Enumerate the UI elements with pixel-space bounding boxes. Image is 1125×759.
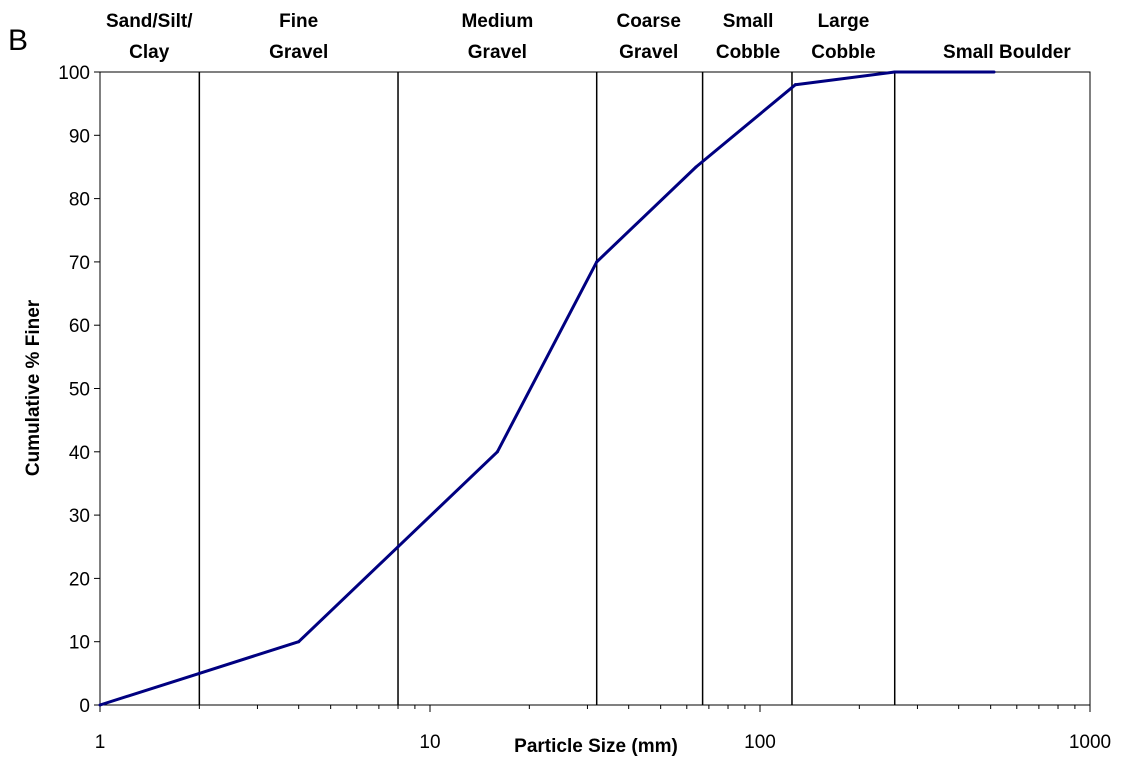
y-tick-label: 90: [69, 126, 90, 147]
y-tick-label: 50: [69, 380, 90, 401]
size-class-label: Small Boulder: [943, 42, 1071, 63]
size-class-label: Medium: [461, 11, 533, 32]
size-class-label: Cobble: [716, 42, 780, 63]
x-axis-title: Particle Size (mm): [514, 736, 678, 757]
x-tick-label: 1000: [1069, 732, 1111, 753]
panel-label: B: [8, 24, 28, 57]
size-class-label: Large: [818, 11, 870, 32]
size-class-label: Cobble: [811, 42, 875, 63]
plot-area: [99, 71, 1091, 706]
series-group: [98, 70, 996, 707]
y-tick-label: 80: [69, 190, 90, 211]
x-axis-ticks: 1 10 100 1000: [95, 705, 1111, 753]
size-class-labels: Sand/Silt/Clay Fine Gravel Medium Gravel Coar…: [106, 11, 1071, 63]
data-point: [992, 70, 996, 74]
y-axis-ticks: 0 10 20 30 40 50 60 70 80 90 100: [58, 63, 100, 717]
y-tick-label: 70: [69, 253, 90, 274]
data-point: [893, 70, 897, 74]
size-class-label: Gravel: [269, 42, 328, 63]
size-class-label: Fine: [279, 11, 318, 32]
series-line: [99, 70, 995, 707]
size-class-label: Gravel: [619, 42, 678, 63]
class-boundary-lines: [198, 72, 896, 705]
y-tick-label: 30: [69, 506, 90, 527]
y-tick-label: 40: [69, 443, 90, 464]
data-point: [197, 671, 201, 675]
y-tick-label: 100: [58, 63, 90, 84]
data-point: [793, 83, 797, 87]
y-axis-title: Cumulative % Finer: [23, 299, 44, 476]
data-point: [98, 703, 102, 707]
data-point: [297, 640, 301, 644]
y-tick-label: 60: [69, 316, 90, 337]
data-point: [595, 260, 599, 264]
size-class-label: Small: [723, 11, 774, 32]
x-tick-label: 1: [95, 732, 106, 753]
data-point: [396, 545, 400, 549]
size-class-label: Sand/Silt/: [106, 11, 193, 32]
x-tick-label: 100: [744, 732, 776, 753]
size-class-label: Coarse: [616, 11, 680, 32]
y-tick-label: 0: [79, 696, 90, 717]
data-point: [694, 165, 698, 169]
y-tick-label: 20: [69, 569, 90, 590]
y-tick-label: 10: [69, 633, 90, 654]
size-class-label: Clay: [129, 42, 170, 63]
x-tick-label: 10: [419, 732, 440, 753]
size-class-label: Gravel: [468, 42, 527, 63]
data-point: [495, 450, 499, 454]
